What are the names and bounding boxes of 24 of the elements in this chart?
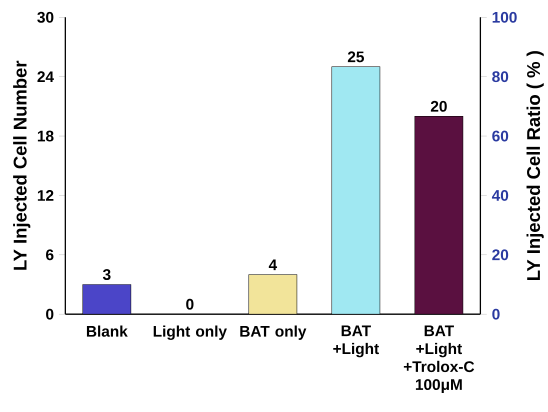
data-label: 20 bbox=[430, 100, 447, 112]
y2-tick-label: 60 bbox=[492, 130, 508, 142]
y2-tick-label: 100 bbox=[492, 12, 517, 23]
y-tick-label: 0 bbox=[46, 308, 54, 320]
x-tick-label: Light only bbox=[154, 325, 227, 340]
y2-tick-label: 40 bbox=[492, 190, 508, 201]
y-tick-label: 18 bbox=[38, 130, 54, 142]
x-tick-label: BAT +Light +Trolox-C 100μM bbox=[404, 325, 474, 393]
data-label: 3 bbox=[102, 269, 111, 280]
y-tick-label: 12 bbox=[38, 190, 54, 201]
x-tick-label: Blank bbox=[86, 325, 128, 337]
y-tick-label: 30 bbox=[37, 12, 54, 23]
x-tick-label: BAT only bbox=[240, 325, 306, 340]
y-axis-title: LY Injected Cell Number bbox=[13, 60, 30, 270]
y-tick-label: 6 bbox=[46, 249, 54, 260]
y2-tick-label: 0 bbox=[492, 308, 500, 320]
y2-axis-title: LY Injected Cell Ratio ( % ) bbox=[526, 51, 544, 280]
data-label: 25 bbox=[348, 51, 364, 62]
y2-tick-label: 80 bbox=[492, 71, 508, 82]
data-label: 0 bbox=[186, 298, 194, 310]
x-tick-label: BAT +Light bbox=[333, 325, 379, 358]
y-tick-label: 24 bbox=[37, 71, 54, 82]
y2-tick-label: 20 bbox=[492, 249, 508, 260]
data-label: 4 bbox=[268, 259, 278, 270]
